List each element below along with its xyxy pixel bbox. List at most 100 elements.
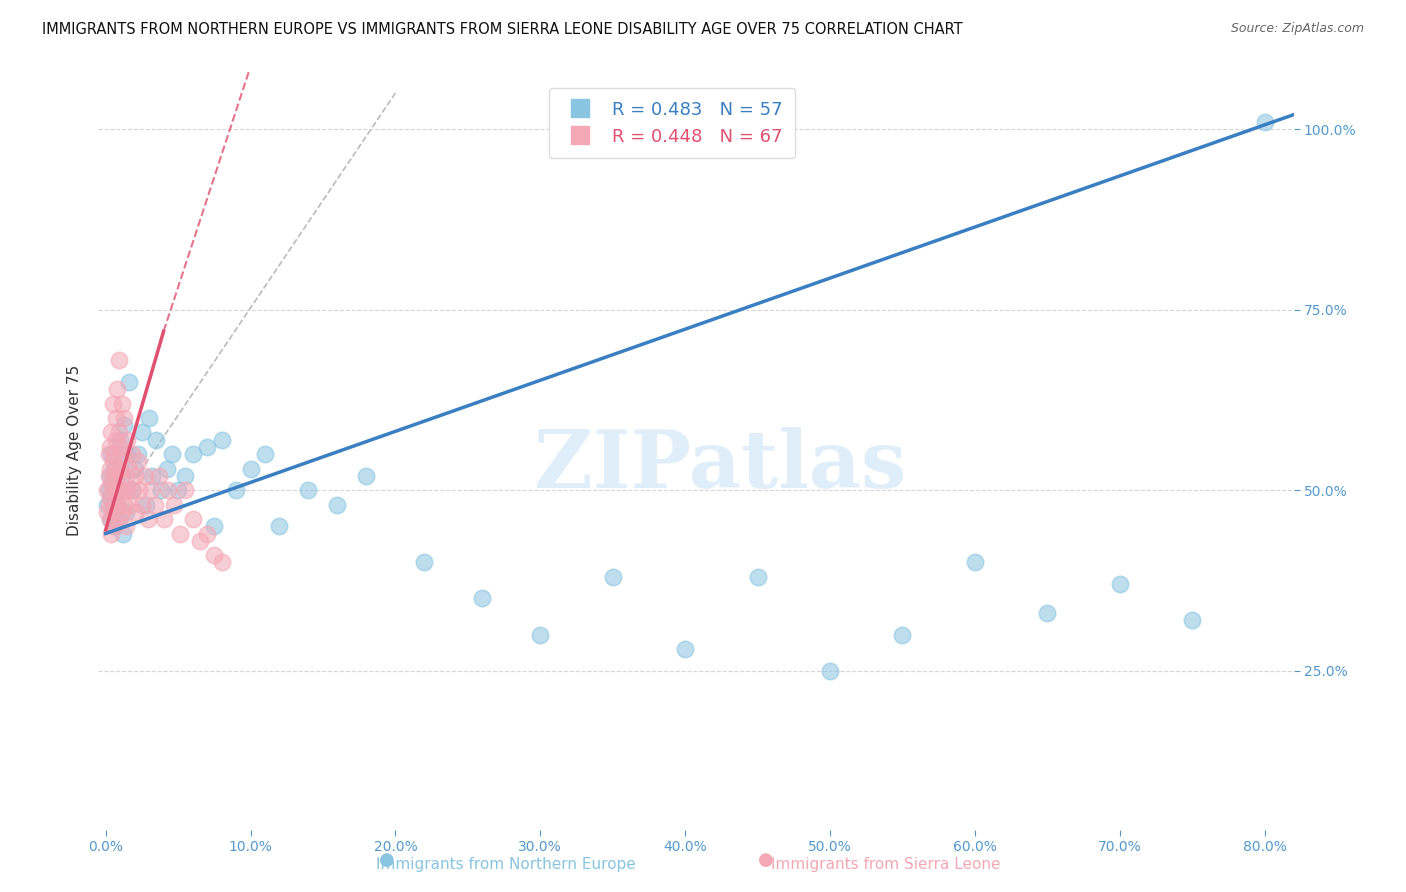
Point bbox=[127, 454, 149, 468]
Point bbox=[211, 555, 233, 569]
Point bbox=[100, 491, 122, 505]
Text: IMMIGRANTS FROM NORTHERN EUROPE VS IMMIGRANTS FROM SIERRA LEONE DISABILITY AGE O: IMMIGRANTS FROM NORTHERN EUROPE VS IMMIG… bbox=[42, 22, 963, 37]
Point bbox=[104, 433, 127, 447]
Point bbox=[181, 512, 204, 526]
Point bbox=[105, 498, 128, 512]
Point bbox=[107, 512, 129, 526]
Text: ●: ● bbox=[378, 851, 395, 869]
Point bbox=[100, 526, 122, 541]
Point bbox=[98, 491, 121, 505]
Point bbox=[110, 468, 132, 483]
Point bbox=[1253, 115, 1275, 129]
Point bbox=[105, 382, 128, 396]
Point bbox=[120, 498, 142, 512]
Point bbox=[97, 447, 120, 461]
Point bbox=[97, 468, 120, 483]
Point bbox=[107, 425, 129, 440]
Point bbox=[112, 526, 135, 541]
Point bbox=[963, 555, 986, 569]
Point bbox=[747, 570, 769, 584]
Point bbox=[148, 468, 170, 483]
Point bbox=[104, 483, 127, 498]
Point bbox=[96, 483, 118, 498]
Point bbox=[136, 512, 159, 526]
Point bbox=[101, 483, 124, 498]
Point bbox=[103, 519, 125, 533]
Point bbox=[818, 664, 841, 678]
Point bbox=[103, 461, 125, 475]
Point bbox=[269, 519, 291, 533]
Point bbox=[101, 454, 124, 468]
Point bbox=[125, 505, 148, 519]
Point bbox=[105, 498, 128, 512]
Point bbox=[114, 418, 136, 433]
Y-axis label: Disability Age Over 75: Disability Age Over 75 bbox=[67, 365, 83, 536]
Point bbox=[117, 433, 139, 447]
Text: Source: ZipAtlas.com: Source: ZipAtlas.com bbox=[1230, 22, 1364, 36]
Legend: R = 0.483   N = 57, R = 0.448   N = 67: R = 0.483 N = 57, R = 0.448 N = 67 bbox=[548, 88, 796, 158]
Point bbox=[167, 483, 190, 498]
Point bbox=[155, 461, 177, 475]
Point bbox=[139, 483, 162, 498]
Point bbox=[104, 461, 127, 475]
Point bbox=[134, 468, 156, 483]
Point bbox=[239, 461, 262, 475]
Point bbox=[174, 468, 197, 483]
Point bbox=[100, 447, 122, 461]
Point bbox=[103, 498, 125, 512]
Point bbox=[602, 570, 624, 584]
Point bbox=[115, 519, 138, 533]
Point bbox=[202, 548, 225, 562]
Point bbox=[202, 519, 225, 533]
Point bbox=[117, 447, 139, 461]
Point bbox=[131, 498, 153, 512]
Point bbox=[1036, 606, 1059, 620]
Point bbox=[211, 433, 233, 447]
Point bbox=[156, 483, 179, 498]
Text: ZIPatlas: ZIPatlas bbox=[534, 426, 905, 505]
Point bbox=[188, 533, 211, 548]
Point bbox=[145, 433, 167, 447]
Point bbox=[122, 483, 145, 498]
Point bbox=[100, 425, 122, 440]
Point bbox=[138, 411, 160, 425]
Point bbox=[98, 461, 121, 475]
Point bbox=[891, 627, 914, 641]
Point bbox=[107, 512, 129, 526]
Text: ●: ● bbox=[758, 851, 775, 869]
Point bbox=[97, 498, 120, 512]
Point bbox=[108, 461, 131, 475]
Point bbox=[174, 483, 197, 498]
Point bbox=[103, 468, 125, 483]
Point bbox=[253, 447, 276, 461]
Point bbox=[141, 468, 163, 483]
Point bbox=[108, 483, 131, 498]
Point bbox=[121, 447, 143, 461]
Point bbox=[103, 447, 125, 461]
Point bbox=[108, 433, 131, 447]
Point bbox=[114, 411, 136, 425]
Point bbox=[149, 483, 172, 498]
Point bbox=[97, 483, 120, 498]
Point bbox=[124, 461, 146, 475]
Point bbox=[104, 483, 127, 498]
Point bbox=[117, 483, 139, 498]
Point bbox=[169, 526, 191, 541]
Point bbox=[1181, 613, 1204, 627]
Point bbox=[118, 375, 141, 389]
Point bbox=[195, 526, 218, 541]
Point bbox=[103, 519, 125, 533]
Point bbox=[181, 447, 204, 461]
Point bbox=[163, 498, 186, 512]
Point bbox=[101, 505, 124, 519]
Point bbox=[529, 627, 551, 641]
Point bbox=[98, 440, 121, 454]
Point bbox=[195, 440, 218, 454]
Point bbox=[101, 396, 124, 410]
Point bbox=[162, 447, 184, 461]
Point bbox=[135, 498, 157, 512]
Point bbox=[114, 498, 136, 512]
Point bbox=[112, 483, 135, 498]
Point bbox=[101, 475, 124, 490]
Point bbox=[110, 396, 132, 410]
